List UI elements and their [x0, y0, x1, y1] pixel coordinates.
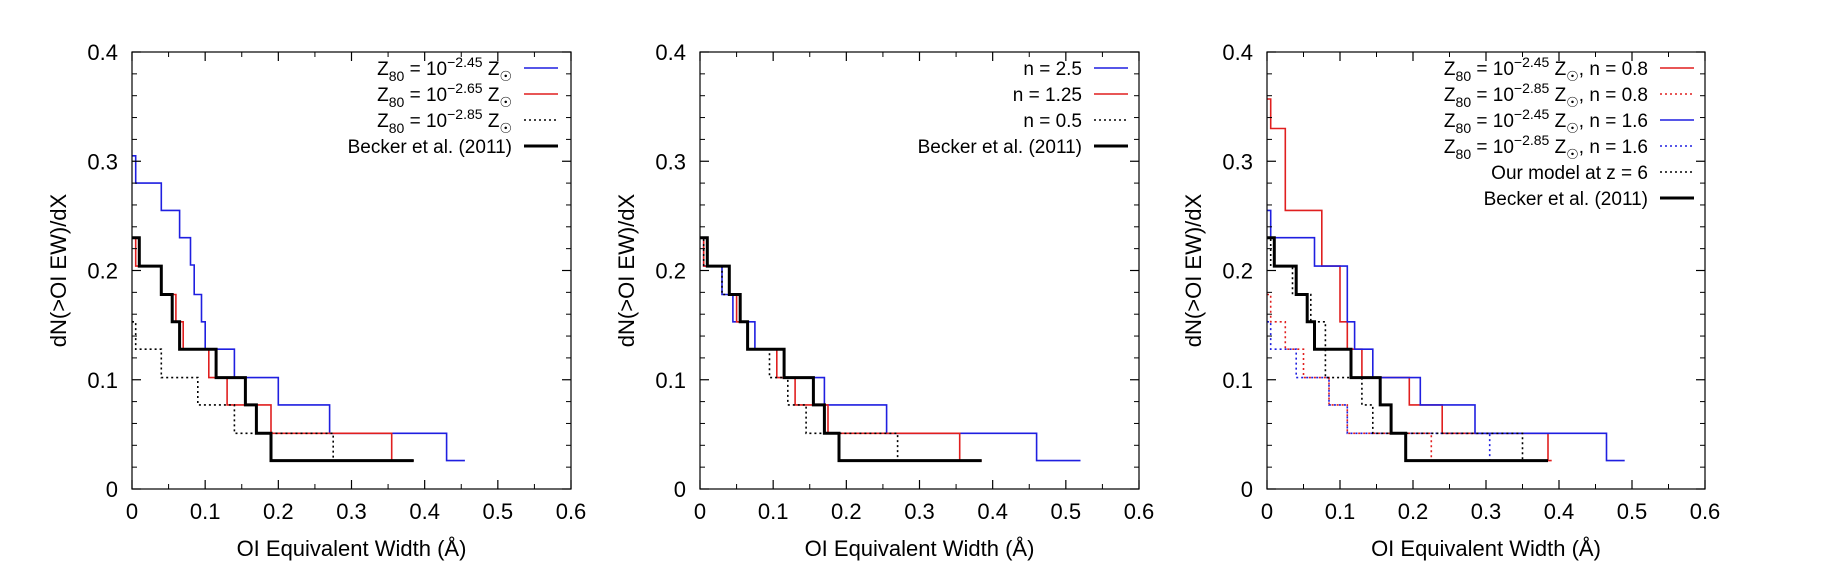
- x-tick-label: 0.2: [263, 499, 294, 524]
- x-tick-label: 0.1: [190, 499, 221, 524]
- y-tick-label: 0.2: [655, 259, 686, 284]
- x-tick-label: 0.4: [977, 499, 1008, 524]
- chart-panel-2: 0 0.1 0.2 0.3 0.4 0.5 0.6 0 0.1 0.2 0.3 0.4 OI Equiv…: [614, 40, 1154, 561]
- legend-label-3: Z80 = 10−2.45 Z☉, n = 1.6: [1444, 106, 1648, 136]
- y-tick-label: 0.4: [655, 40, 686, 65]
- legend-label-2: Z80 = 10−2.65 Z☉: [377, 80, 512, 110]
- series-line-6: [1267, 236, 1548, 463]
- series-line-3: [1267, 209, 1625, 462]
- x-tick-label: 0.6: [1124, 499, 1155, 524]
- x-tick-label: 0.5: [483, 499, 514, 524]
- series-line-3: [700, 236, 982, 462]
- x-axis-label: OI Equivalent Width (Å): [805, 536, 1035, 561]
- series-line-1: [1267, 98, 1552, 462]
- y-tick-label: 0.2: [1222, 259, 1253, 284]
- x-tick-label: 0.3: [904, 499, 935, 524]
- y-tick-label: 0.1: [1222, 368, 1253, 393]
- legend-label-4: Becker et al. (2011): [918, 137, 1082, 158]
- series-line-4: [132, 236, 414, 463]
- legend-label-4: Becker et al. (2011): [348, 137, 512, 158]
- y-tick-label: 0: [106, 477, 118, 502]
- x-tick-label: 0.1: [1325, 499, 1356, 524]
- series-group: [700, 236, 1081, 463]
- legend-label-2: n = 1.25: [1013, 85, 1082, 106]
- y-tick-label: 0.1: [87, 368, 118, 393]
- x-tick-label: 0: [694, 499, 706, 524]
- series-line-3: [132, 320, 414, 462]
- x-tick-label: 0: [1261, 499, 1273, 524]
- x-tick-label: 0.2: [831, 499, 862, 524]
- series-line-1: [132, 155, 465, 462]
- legend-label-5: Our model at z = 6: [1491, 163, 1648, 184]
- x-tick-label: 0.3: [1471, 499, 1502, 524]
- x-tick-label: 0: [126, 499, 138, 524]
- x-tick-label: 0.6: [556, 499, 587, 524]
- y-tick-label: 0.3: [1222, 149, 1253, 174]
- series-line-2: [132, 236, 414, 462]
- legend-label-4: Z80 = 10−2.85 Z☉, n = 1.6: [1444, 132, 1648, 162]
- x-tick-label: 0.5: [1051, 499, 1082, 524]
- y-tick-label: 0.2: [87, 259, 118, 284]
- series-line-4: [1267, 320, 1494, 462]
- y-tick-label: 0: [674, 477, 686, 502]
- series-line-4: [700, 236, 982, 463]
- x-tick-label: 0.5: [1617, 499, 1648, 524]
- legend: n = 2.5 n = 1.25 n = 0.5 Becker et al. (201…: [918, 59, 1128, 158]
- y-tick-label: 0.4: [87, 40, 118, 65]
- legend-label-3: Z80 = 10−2.85 Z☉: [377, 106, 512, 136]
- legend: Z80 = 10−2.45 Z☉Z80 = 10−2.65 Z☉Z80 = 10…: [348, 54, 558, 158]
- x-tick-label: 0.4: [1544, 499, 1575, 524]
- y-tick-label: 0.1: [655, 368, 686, 393]
- x-tick-label: 0.3: [336, 499, 367, 524]
- legend-label-2: Z80 = 10−2.85 Z☉, n = 0.8: [1444, 80, 1648, 110]
- y-tick-label: 0.3: [87, 149, 118, 174]
- legend-label-1: Z80 = 10−2.45 Z☉: [377, 54, 512, 84]
- legend-label-6: Becker et al. (2011): [1484, 189, 1648, 210]
- chart-panel-1: 0 0.1 0.2 0.3 0.4 0.5 0.6 0 0.1 0.2 0.3 0.4 OI Equiv…: [46, 40, 586, 561]
- legend-label-1: Z80 = 10−2.45 Z☉, n = 0.8: [1444, 54, 1648, 84]
- x-axis-label: OI Equivalent Width (Å): [1371, 536, 1601, 561]
- y-tick-label: 0: [1241, 477, 1253, 502]
- chart-panel-3: 0 0.1 0.2 0.3 0.4 0.5 0.6 0 0.1 0.2 0.3 0.4 OI Equiv…: [1181, 40, 1720, 561]
- plot-frame: [131, 51, 572, 490]
- x-tick-label: 0.4: [409, 499, 440, 524]
- x-tick-label: 0.6: [1690, 499, 1721, 524]
- x-tick-label: 0.2: [1398, 499, 1429, 524]
- legend-label-3: n = 0.5: [1023, 111, 1082, 132]
- y-tick-label: 0.3: [655, 149, 686, 174]
- series-line-5: [1267, 236, 1548, 462]
- series-group: [132, 155, 465, 463]
- y-tick-label: 0.4: [1222, 40, 1253, 65]
- y-axis-label: dN(>OI EW)/dX: [46, 193, 71, 347]
- x-axis-label: OI Equivalent Width (Å): [237, 536, 467, 561]
- legend-label-1: n = 2.5: [1023, 59, 1082, 80]
- y-axis-label: dN(>OI EW)/dX: [614, 193, 639, 347]
- series-line-2: [700, 236, 982, 462]
- x-tick-label: 0.1: [758, 499, 789, 524]
- series-group: [1267, 98, 1625, 463]
- y-axis-label: dN(>OI EW)/dX: [1181, 193, 1206, 347]
